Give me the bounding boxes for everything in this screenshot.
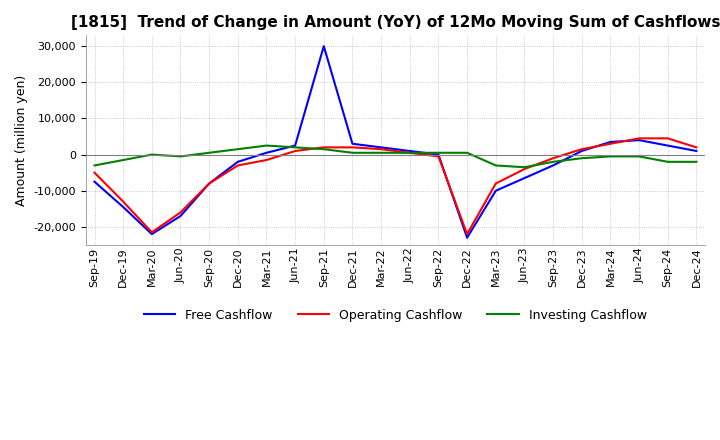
Investing Cashflow (348, 150, 357, 155)
Investing Cashflow (663, 159, 672, 165)
Operating Cashflow (348, 145, 357, 150)
Line: Investing Cashflow: Investing Cashflow (94, 146, 696, 167)
Free Cashflow (663, 143, 672, 148)
Operating Cashflow (233, 163, 242, 168)
Investing Cashflow (463, 150, 472, 155)
Free Cashflow (520, 176, 528, 181)
Operating Cashflow (606, 141, 615, 147)
Investing Cashflow (176, 154, 185, 159)
Free Cashflow (606, 139, 615, 145)
Investing Cashflow (90, 163, 99, 168)
Free Cashflow (148, 231, 156, 237)
Free Cashflow (549, 163, 557, 168)
Investing Cashflow (204, 150, 213, 155)
Free Cashflow (463, 235, 472, 240)
Investing Cashflow (320, 147, 328, 152)
Y-axis label: Amount (million yen): Amount (million yen) (15, 74, 28, 206)
Legend: Free Cashflow, Operating Cashflow, Investing Cashflow: Free Cashflow, Operating Cashflow, Inves… (139, 304, 652, 327)
Investing Cashflow (606, 154, 615, 159)
Free Cashflow (176, 213, 185, 219)
Free Cashflow (119, 204, 127, 209)
Operating Cashflow (176, 210, 185, 215)
Free Cashflow (348, 141, 357, 147)
Free Cashflow (233, 159, 242, 165)
Operating Cashflow (119, 199, 127, 204)
Operating Cashflow (434, 154, 443, 159)
Investing Cashflow (692, 159, 701, 165)
Line: Free Cashflow: Free Cashflow (94, 46, 696, 238)
Free Cashflow (635, 138, 644, 143)
Operating Cashflow (663, 136, 672, 141)
Free Cashflow (320, 44, 328, 49)
Operating Cashflow (577, 147, 586, 152)
Investing Cashflow (291, 145, 300, 150)
Investing Cashflow (405, 150, 414, 155)
Operating Cashflow (204, 181, 213, 186)
Investing Cashflow (492, 163, 500, 168)
Investing Cashflow (434, 150, 443, 155)
Operating Cashflow (635, 136, 644, 141)
Investing Cashflow (549, 159, 557, 165)
Investing Cashflow (520, 165, 528, 170)
Free Cashflow (90, 179, 99, 184)
Investing Cashflow (148, 152, 156, 157)
Operating Cashflow (692, 145, 701, 150)
Free Cashflow (377, 145, 385, 150)
Free Cashflow (405, 148, 414, 154)
Investing Cashflow (635, 154, 644, 159)
Operating Cashflow (320, 145, 328, 150)
Free Cashflow (291, 143, 300, 148)
Investing Cashflow (233, 147, 242, 152)
Free Cashflow (434, 152, 443, 157)
Line: Operating Cashflow: Operating Cashflow (94, 138, 696, 234)
Operating Cashflow (148, 230, 156, 235)
Operating Cashflow (463, 231, 472, 237)
Operating Cashflow (377, 147, 385, 152)
Free Cashflow (692, 148, 701, 154)
Investing Cashflow (119, 158, 127, 163)
Operating Cashflow (549, 156, 557, 161)
Free Cashflow (577, 148, 586, 154)
Investing Cashflow (262, 143, 271, 148)
Free Cashflow (204, 181, 213, 186)
Title: [1815]  Trend of Change in Amount (YoY) of 12Mo Moving Sum of Cashflows: [1815] Trend of Change in Amount (YoY) o… (71, 15, 720, 30)
Operating Cashflow (90, 170, 99, 175)
Operating Cashflow (520, 166, 528, 172)
Operating Cashflow (262, 158, 271, 163)
Free Cashflow (492, 188, 500, 194)
Investing Cashflow (577, 156, 586, 161)
Operating Cashflow (405, 150, 414, 155)
Investing Cashflow (377, 150, 385, 155)
Operating Cashflow (492, 181, 500, 186)
Operating Cashflow (291, 148, 300, 154)
Free Cashflow (262, 150, 271, 155)
